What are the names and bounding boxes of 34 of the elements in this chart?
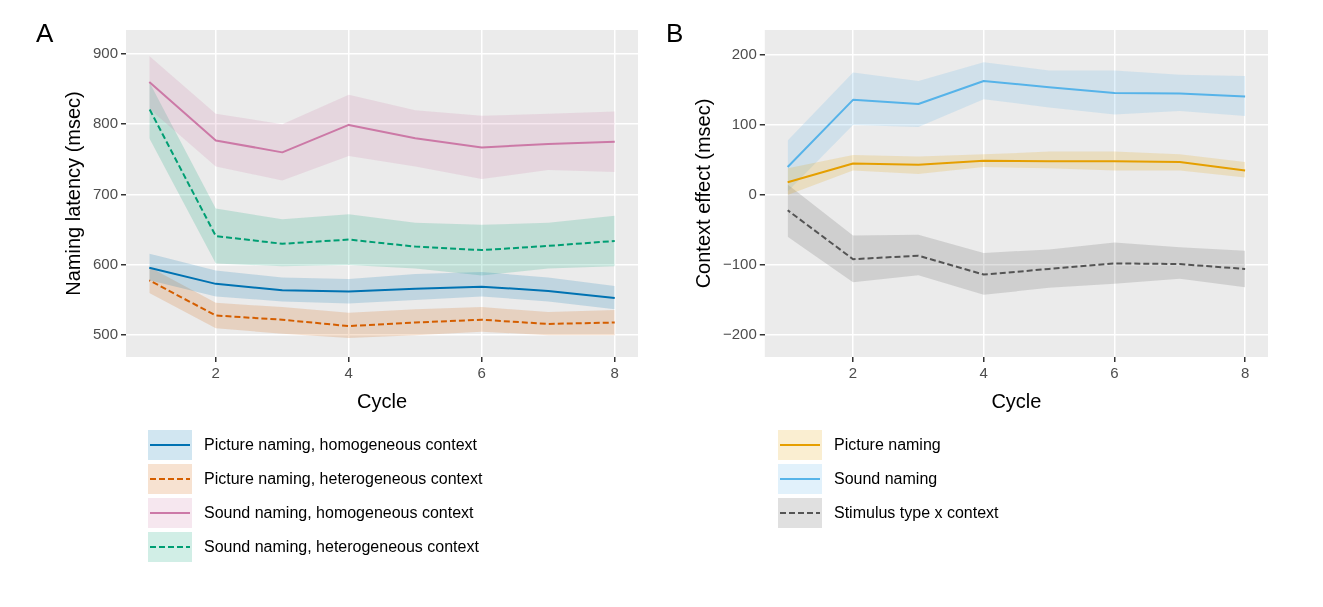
legend-label: Stimulus type x context xyxy=(834,504,999,522)
text: A xyxy=(36,18,54,49)
y-tick-label: 900 xyxy=(93,44,119,62)
x-tick-label: 4 xyxy=(344,364,353,382)
y-axis-title: Context effect (msec) xyxy=(691,98,714,289)
x-tick-label: 4 xyxy=(979,364,988,382)
x-axis-title: Cycle xyxy=(357,389,408,412)
y-tick-label: 0 xyxy=(748,185,757,203)
line-series xyxy=(148,107,616,252)
x-tick-label: 2 xyxy=(848,364,858,382)
legend-label: Sound naming, heterogeneous context xyxy=(204,538,479,556)
legend-label: Picture naming, homogeneous context xyxy=(204,436,478,454)
x-tick-label: 8 xyxy=(610,364,619,382)
y-tick-label: 500 xyxy=(93,325,119,343)
legend-label: Sound naming xyxy=(834,470,938,488)
legend-label: Sound naming, homogeneous context xyxy=(204,504,474,522)
y-axis-title: Naming latency (msec) xyxy=(61,91,84,296)
legend-label: Picture naming, heterogeneous context xyxy=(204,470,483,488)
y-tick-label: 800 xyxy=(93,114,119,132)
x-tick-label: 6 xyxy=(477,364,486,382)
x-tick-label: 2 xyxy=(211,364,220,382)
text: B xyxy=(666,18,684,49)
legend-label: Picture naming xyxy=(834,436,941,454)
y-tick-label: −100 xyxy=(722,254,757,272)
x-tick-label: 6 xyxy=(1110,364,1119,382)
line-series xyxy=(148,279,616,328)
x-axis-title: Cycle xyxy=(991,389,1042,412)
y-tick-label: −200 xyxy=(722,324,757,342)
line-series xyxy=(786,209,1247,276)
y-tick-label: 600 xyxy=(93,255,119,273)
x-tick-label: 8 xyxy=(1240,364,1250,382)
y-tick-label: 100 xyxy=(731,115,757,133)
y-tick-label: 200 xyxy=(731,45,757,63)
y-tick-label: 700 xyxy=(93,184,119,202)
